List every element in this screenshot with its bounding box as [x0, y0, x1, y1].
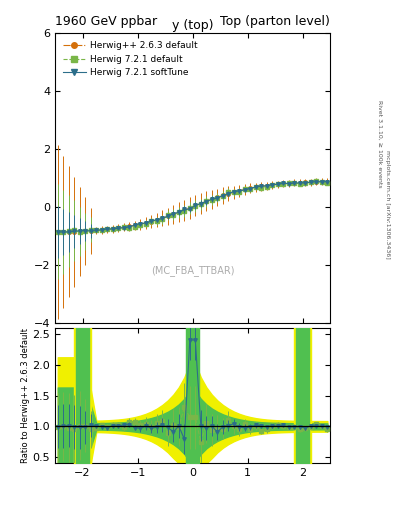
- Text: mcplots.cern.ch [arXiv:1306.3436]: mcplots.cern.ch [arXiv:1306.3436]: [385, 151, 389, 259]
- Text: Rivet 3.1.10, ≥ 100k events: Rivet 3.1.10, ≥ 100k events: [377, 99, 382, 187]
- Y-axis label: Ratio to Herwig++ 2.6.3 default: Ratio to Herwig++ 2.6.3 default: [20, 328, 29, 463]
- Text: (MC_FBA_TTBAR): (MC_FBA_TTBAR): [151, 265, 234, 276]
- Title: y (top): y (top): [172, 19, 213, 32]
- Text: Top (parton level): Top (parton level): [220, 15, 330, 28]
- Text: 1960 GeV ppbar: 1960 GeV ppbar: [55, 15, 157, 28]
- Legend: Herwig++ 2.6.3 default, Herwig 7.2.1 default, Herwig 7.2.1 softTune: Herwig++ 2.6.3 default, Herwig 7.2.1 def…: [59, 38, 202, 81]
